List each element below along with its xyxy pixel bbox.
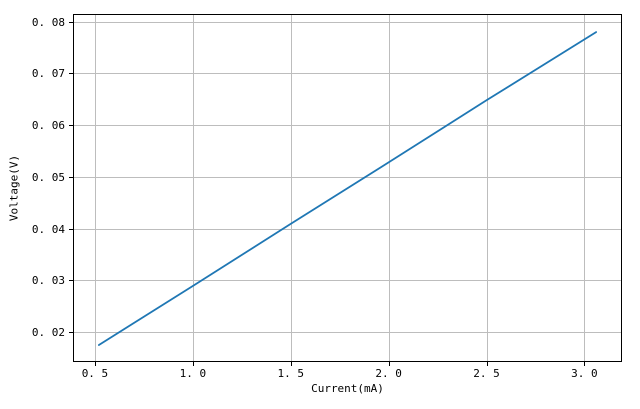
line-series xyxy=(97,31,597,346)
y-tick-label: 0. 04 xyxy=(31,222,65,236)
y-tick-mark xyxy=(69,125,73,127)
plot-area xyxy=(73,14,622,362)
x-tick-mark xyxy=(486,362,488,366)
x-tick-label: 2. 5 xyxy=(473,367,500,380)
grid-line-vertical xyxy=(486,15,488,361)
x-tick-mark xyxy=(94,362,96,366)
grid-line-vertical xyxy=(584,15,586,361)
grid-line-horizontal xyxy=(74,21,621,23)
x-tick-mark xyxy=(388,362,390,366)
y-tick-mark xyxy=(69,21,73,23)
y-tick-label: 0. 07 xyxy=(31,67,65,81)
grid-line-vertical xyxy=(192,15,194,361)
x-tick-label: 1. 5 xyxy=(277,367,304,380)
y-tick-mark xyxy=(69,332,73,334)
y-tick-mark xyxy=(69,73,73,75)
grid-line-horizontal xyxy=(74,280,621,282)
y-tick-label: 0. 05 xyxy=(31,170,65,184)
grid-line-vertical xyxy=(290,15,292,361)
y-tick-label: 0. 02 xyxy=(31,326,65,340)
grid-line-vertical xyxy=(94,15,96,361)
x-tick-label: 3. 0 xyxy=(571,367,598,380)
y-tick-label: 0. 03 xyxy=(31,274,65,288)
grid-line-horizontal xyxy=(74,332,621,334)
line-layer xyxy=(97,31,597,346)
x-tick-label: 2. 0 xyxy=(375,367,402,380)
x-tick-mark xyxy=(290,362,292,366)
x-tick-mark xyxy=(584,362,586,366)
y-tick-mark xyxy=(69,176,73,178)
grid-line-horizontal xyxy=(74,228,621,230)
y-tick-label: 0. 08 xyxy=(31,15,65,29)
grid-line-horizontal xyxy=(74,73,621,75)
grid-layer xyxy=(74,15,621,361)
grid-line-horizontal xyxy=(74,176,621,178)
x-tick-label: 0. 5 xyxy=(81,367,109,380)
y-tick-label: 0. 06 xyxy=(31,119,65,133)
grid-line-horizontal xyxy=(74,125,621,127)
y-tick-mark xyxy=(69,280,73,282)
x-tick-mark xyxy=(192,362,194,366)
x-tick-label: 1. 0 xyxy=(179,367,207,380)
y-tick-mark xyxy=(69,228,73,230)
grid-line-vertical xyxy=(388,15,390,361)
y-axis-label: Voltage(V) xyxy=(7,154,21,222)
x-axis-label: Current(mA) xyxy=(311,382,384,395)
